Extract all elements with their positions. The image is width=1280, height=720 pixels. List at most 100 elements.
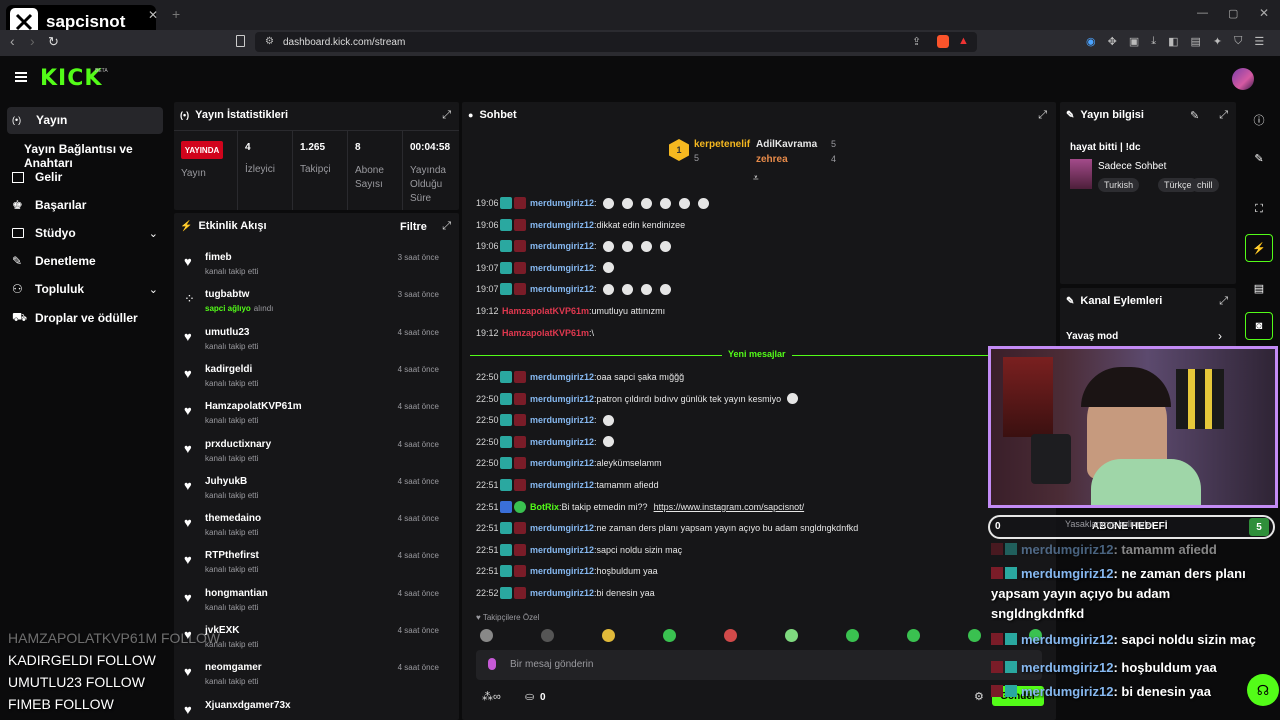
popout-icon[interactable]: ⤢ [1219,295,1228,307]
url-field[interactable]: ⚙ dashboard.kick.com/stream ⇪ ▲ [255,32,977,52]
pencil-icon[interactable]: ✎ [1254,152,1264,165]
reload-icon[interactable]: ↻ [48,34,59,49]
event-user[interactable]: hongmantian [205,587,268,599]
event-user[interactable]: JuhyukB [205,475,248,487]
popout-icon[interactable]: ⤢ [1038,109,1047,121]
tab-close-icon[interactable]: ✕ [148,8,159,22]
popout-icon[interactable]: ⤢ [442,109,451,121]
avatar[interactable] [1232,68,1254,90]
sidebar-icon[interactable]: ◧ [1168,36,1179,48]
emote-icon[interactable] [663,629,676,642]
slow-mode-item[interactable]: Yavaş mod [1066,331,1119,342]
edit-icon[interactable]: ✎ [1190,110,1200,122]
event-user[interactable]: umutlu23 [205,326,250,338]
chat-username[interactable]: merdumgiriz12 [530,523,595,534]
sidebar-item-topluluk[interactable]: ⚇ Topluluk ⌄ [12,282,158,296]
top-gifter-1[interactable]: kerpetenelif [694,139,751,150]
event-user[interactable]: themedaino [205,513,262,525]
emote-icon[interactable] [480,629,493,642]
emote-icon[interactable] [724,629,737,642]
brave-shield-icon[interactable] [937,35,949,48]
event-user[interactable]: jvkEXK [205,625,240,636]
sidebar-item-studyo[interactable]: Stüdyo ⌄ [12,226,158,240]
event-user[interactable]: tugbabtw [205,289,250,301]
info-icon[interactable]: ⓘ [1253,115,1265,127]
chat-username[interactable]: merdumgiriz12 [530,480,595,490]
emote-icon[interactable] [907,629,920,642]
emote-icon[interactable] [1029,629,1042,642]
chat-link[interactable]: https://www.instagram.com/sapcisnot/ [653,501,805,512]
popout-icon[interactable]: ⤢ [442,220,451,232]
popout-icon[interactable]: ⤢ [1219,109,1228,121]
filter-button[interactable]: Filtre [400,221,427,233]
maximize-icon[interactable]: ▢ [1228,8,1239,20]
emote-icon[interactable] [785,629,798,642]
chevron-right-icon[interactable]: › [1218,329,1222,343]
emote-icon[interactable] [602,629,615,642]
crop-icon[interactable]: ⛶ [1255,202,1263,215]
event-user[interactable]: neomgamer [205,662,262,674]
audio-icon[interactable]: ◉ [1086,36,1096,48]
brave-rewards-icon[interactable]: ▲ [958,35,969,47]
sidebar-item-stream-key[interactable]: Yayın Bağlantısı ve Anahtarı [24,142,133,170]
pin-icon[interactable]: ⩡ [753,173,759,184]
hamburger-icon[interactable] [15,72,27,82]
gift-icon[interactable]: ⛀ [525,691,535,703]
sidebar-item-gelir[interactable]: Gelir [12,170,62,184]
emote-icon[interactable] [968,629,981,642]
chat-username[interactable]: merdumgiriz12 [530,458,595,469]
chat-username[interactable]: merdumgiriz12 [530,372,595,382]
event-user[interactable]: prxductixnary [205,438,272,450]
minimize-icon[interactable]: — [1197,7,1208,19]
bookmark-icon[interactable] [236,35,245,47]
chat-username[interactable]: merdumgiriz12 [530,393,595,404]
menu-icon[interactable]: ☰ [1254,36,1265,48]
new-tab-icon[interactable]: + [172,6,181,22]
chat-username[interactable]: merdumgiriz12 [530,284,595,295]
banned-words-item[interactable]: Yasaklanmış kelimeler [1065,519,1155,529]
tag[interactable]: chill [1191,178,1219,192]
emote-icon[interactable] [541,629,554,642]
forward-icon[interactable]: › [30,33,35,49]
screenshot-icon[interactable]: ▣ [1128,36,1140,48]
top-gifter-2[interactable]: AdilKavrama [756,139,818,150]
chat-username[interactable]: merdumgiriz12 [530,415,595,426]
chat-username[interactable]: merdumgiriz12 [530,262,595,273]
chat-username[interactable]: BotRix [530,501,559,512]
leo-icon[interactable]: ✦ [1212,36,1223,48]
tag[interactable]: Türkçe [1158,178,1198,192]
sidebar-item-droplar[interactable]: ⛟ Droplar ve ödüller [12,310,138,326]
sidebar-item-yayin[interactable]: (•) Yayın [12,113,67,127]
settings-icon[interactable]: ⚙ [974,691,984,703]
event-user[interactable]: fimeb [205,252,232,263]
event-user[interactable]: RTPthefirst [205,550,259,562]
chat-input[interactable]: Bir mesaj gönderin [476,650,1042,680]
top-gifter-3[interactable]: zehrea [756,154,788,165]
download-icon[interactable]: ⤓ [1151,35,1157,47]
sidebar-item-basarilar[interactable]: ♚ Başarılar [12,198,86,212]
chat-username[interactable]: HamzapolatKVP61m [502,327,590,338]
chat-username[interactable]: merdumgiriz12 [530,566,595,577]
event-user[interactable]: kadirgeldi [205,363,253,375]
kick-logo[interactable]: KICK [40,66,103,91]
bolt-icon[interactable]: ⚡ [1245,234,1273,262]
back-icon[interactable]: ‹ [10,33,15,49]
chat-username[interactable]: merdumgiriz12 [530,198,595,208]
close-window-icon[interactable]: ✕ [1259,6,1270,20]
chat-username[interactable]: merdumgiriz12 [530,588,595,598]
chat-username[interactable]: merdumgiriz12 [530,544,595,555]
vpn-icon[interactable]: ⛉ [1234,35,1243,47]
event-user[interactable]: Xjuanxdgamer73x [205,699,291,711]
chat-username[interactable]: merdumgiriz12 [530,241,595,252]
tag[interactable]: Turkish [1098,178,1140,192]
emote-icon[interactable] [846,629,859,642]
emote-bar[interactable] [480,628,1042,644]
wallet-icon[interactable]: ▤ [1190,36,1201,48]
chat-username[interactable]: merdumgiriz12 [530,436,595,447]
support-icon[interactable]: ☊ [1247,674,1279,706]
sidebar-item-denetleme[interactable]: ✎ Denetleme [12,254,96,268]
share-icon[interactable]: ⇪ [912,36,922,48]
category-name[interactable]: Sadece Sohbet [1098,161,1167,172]
kick-points-icon[interactable]: ⁂∞ [482,691,501,703]
chat-icon[interactable]: ◙ [1245,312,1273,340]
